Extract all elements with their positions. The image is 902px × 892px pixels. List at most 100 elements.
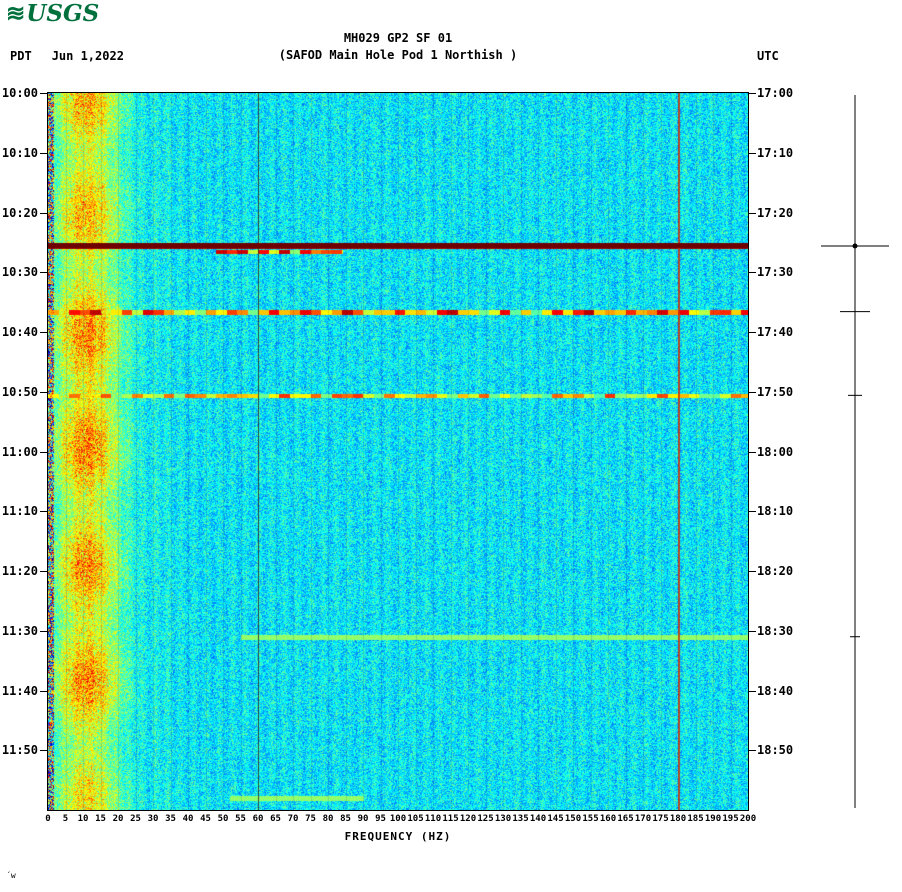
- y-tick-left: [40, 93, 48, 94]
- usgs-logo-text: USGS: [26, 0, 100, 27]
- y-tick-right: [748, 571, 756, 572]
- y-tick-left: [40, 750, 48, 752]
- x-axis-tick-label: 200: [739, 814, 757, 824]
- x-axis-tick-label: 100: [389, 814, 407, 824]
- y-tick-left: [40, 332, 48, 333]
- y-axis-label-left: 10:40: [1, 325, 38, 339]
- y-axis-label-right: 17:10: [757, 145, 794, 160]
- y-tick-right: [748, 451, 756, 453]
- x-axis-tick-label: 20: [112, 814, 124, 824]
- x-axis-tick-label: 55: [235, 814, 246, 824]
- x-axis-tick-label: 120: [459, 814, 477, 824]
- y-tick-right: [748, 272, 756, 274]
- x-axis-tick-label: 65: [270, 814, 281, 824]
- y-tick-left: [40, 152, 48, 154]
- amplitude-trace: [821, 95, 889, 808]
- x-axis-tick-label: 155: [582, 814, 599, 824]
- x-axis-tick-label: 185: [687, 814, 704, 824]
- x-axis-tick-label: 175: [652, 814, 669, 824]
- title-block: MH029 GP2 SF 01 (SAFOD Main Hole Pod 1 N…: [48, 30, 748, 64]
- x-axis-tick-label: 125: [477, 814, 494, 824]
- x-axis-tick-label: 150: [564, 814, 582, 824]
- y-tick-left: [40, 571, 48, 572]
- x-axis-tick-label: 110: [424, 814, 442, 824]
- y-axis-label-left: 10:20: [1, 205, 38, 220]
- x-axis-tick-label: 45: [200, 814, 211, 824]
- x-axis-tick-label: 35: [165, 814, 176, 824]
- y-tick-left: [40, 272, 48, 274]
- x-axis-tick-label: 70: [287, 814, 299, 824]
- x-axis-tick-label: 15: [95, 814, 106, 824]
- x-axis-title: FREQUENCY (HZ): [344, 830, 452, 843]
- x-axis-tick-label: 25: [130, 814, 141, 824]
- y-tick-left: [40, 391, 48, 393]
- y-axis-label-right: 18:20: [757, 564, 794, 578]
- x-axis-tick-label: 95: [375, 814, 386, 824]
- y-tick-right: [748, 332, 756, 333]
- x-axis-tick-label: 40: [182, 814, 194, 824]
- x-axis-tick-label: 5: [62, 814, 69, 824]
- y-tick-left: [40, 212, 48, 214]
- tz-left-label: PDT: [10, 49, 32, 63]
- x-axis-tick-label: 170: [634, 814, 652, 824]
- y-axis-label-right: 17:20: [757, 205, 794, 220]
- x-axis-tick-label: 85: [340, 814, 351, 824]
- y-axis-label-right: 18:30: [757, 623, 794, 638]
- x-axis-tick-label: 50: [217, 814, 229, 824]
- x-axis-tick-label: 140: [529, 814, 547, 824]
- x-axis-tick-label: 10: [77, 814, 89, 824]
- y-axis-label-left: 10:10: [1, 145, 38, 160]
- x-axis-tick-label: 60: [252, 814, 264, 824]
- y-axis-label-right: 17:40: [757, 325, 794, 339]
- y-tick-right: [748, 93, 756, 94]
- y-tick-right: [748, 630, 756, 632]
- spectrogram-canvas: [47, 92, 749, 811]
- y-axis-label-left: 11:00: [1, 444, 38, 459]
- x-axis-tick-label: 0: [45, 814, 51, 824]
- x-axis-tick-label: 90: [357, 814, 369, 824]
- corner-note: ´w: [6, 871, 16, 880]
- x-axis-tick-label: 105: [407, 814, 424, 824]
- y-axis-label-left: 11:30: [1, 623, 38, 638]
- y-axis-label-right: 17:30: [757, 265, 794, 280]
- y-tick-right: [748, 212, 756, 214]
- y-axis-label-left: 11:20: [1, 564, 38, 578]
- y-axis-label-left: 11:50: [1, 743, 38, 758]
- usgs-logo: ≋USGS: [6, 0, 99, 27]
- title-line2: (SAFOD Main Hole Pod 1 Northish ): [278, 48, 518, 62]
- x-axis-tick-label: 195: [722, 814, 739, 824]
- timezone-left: PDT Jun 1,2022: [10, 49, 124, 63]
- date-label: Jun 1,2022: [51, 49, 124, 63]
- y-tick-left: [40, 630, 48, 632]
- y-tick-right: [748, 750, 756, 752]
- x-axis-tick-label: 160: [599, 814, 617, 824]
- x-axis-tick-label: 145: [547, 814, 564, 824]
- title-line1: MH029 GP2 SF 01: [343, 31, 453, 45]
- y-tick-left: [40, 511, 48, 513]
- y-axis-label-right: 17:50: [757, 384, 794, 399]
- y-axis-label-right: 18:40: [757, 683, 794, 698]
- x-axis-tick-label: 75: [305, 814, 316, 824]
- timezone-right: UTC: [757, 49, 779, 63]
- x-axis-tick-label: 80: [322, 814, 334, 824]
- y-axis-label-right: 18:00: [757, 444, 794, 459]
- x-axis-tick-label: 115: [442, 814, 459, 824]
- y-tick-right: [748, 391, 756, 393]
- y-axis-label-right: 18:10: [757, 504, 794, 519]
- y-tick-left: [40, 690, 48, 692]
- y-axis-label-left: 10:00: [1, 86, 38, 100]
- y-axis-label-left: 10:30: [1, 265, 38, 280]
- x-axis-tick-label: 30: [147, 814, 159, 824]
- usgs-wave-icon: ≋: [6, 0, 26, 27]
- x-axis-tick-label: 190: [704, 814, 722, 824]
- x-axis-tick-label: 135: [512, 814, 529, 824]
- y-tick-right: [748, 511, 756, 513]
- x-axis-tick-label: 165: [617, 814, 634, 824]
- x-axis-tick-label: 130: [494, 814, 512, 824]
- trace-event-dot: [852, 243, 858, 249]
- y-tick-right: [748, 152, 756, 154]
- x-axis-tick-label: 180: [669, 814, 687, 824]
- y-tick-left: [40, 451, 48, 453]
- y-axis-label-left: 11:10: [1, 504, 38, 519]
